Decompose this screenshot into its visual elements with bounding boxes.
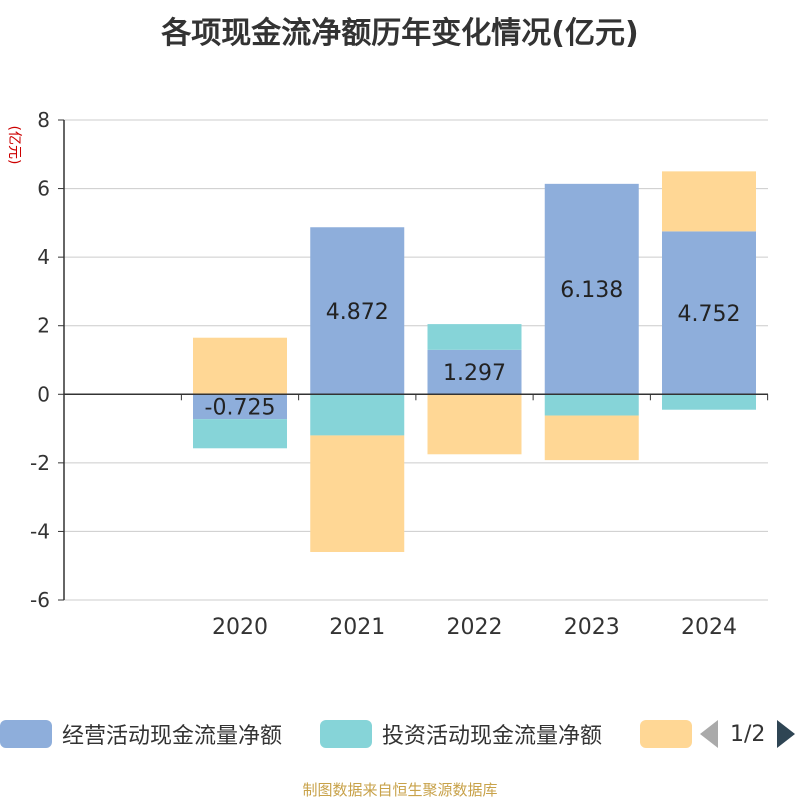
bar-operating-2021 xyxy=(310,227,405,395)
legend-swatch-financing xyxy=(640,720,692,748)
y-tick-label: 4 xyxy=(37,245,50,269)
bar-value-label: 4.872 xyxy=(326,300,389,325)
bar-investing-2022 xyxy=(427,324,522,350)
triangle-left-icon[interactable] xyxy=(700,720,718,748)
legend-label-investing: 投资活动现金流量净额 xyxy=(382,724,603,749)
source-note: 制图数据来自恒生聚源数据库 xyxy=(302,781,498,799)
triangle-right-icon[interactable] xyxy=(777,720,796,748)
y-tick-label: -6 xyxy=(30,588,50,612)
bar-value-label: 1.297 xyxy=(443,361,506,386)
bar-financing-2022 xyxy=(427,394,522,455)
bar-investing-2023 xyxy=(544,394,639,416)
legend-swatch-investing xyxy=(320,720,372,748)
bar-financing-2021 xyxy=(310,435,405,552)
bar-operating-2020 xyxy=(193,394,287,420)
legend-item-financing[interactable] xyxy=(640,718,702,750)
bar-value-label: 4.752 xyxy=(678,302,741,327)
y-tick-label: -4 xyxy=(30,519,50,543)
legend-item-operating[interactable]: 经营活动现金流量净额 xyxy=(0,718,282,750)
y-tick-label: 0 xyxy=(37,382,50,406)
bar-financing-2024 xyxy=(662,171,756,232)
bar-operating-2023 xyxy=(544,183,639,395)
legend-swatch-operating xyxy=(0,720,52,748)
bar-value-label: -0.725 xyxy=(205,396,276,421)
x-tick-label: 2023 xyxy=(564,615,620,640)
bar-operating-2024 xyxy=(662,231,756,395)
bar-investing-2020 xyxy=(193,419,287,449)
y-axis-label: (亿元) xyxy=(6,126,22,165)
x-tick-label: 2024 xyxy=(681,615,737,640)
legend-label-operating: 经营活动现金流量净额 xyxy=(62,724,283,749)
bar-operating-2022 xyxy=(427,349,522,395)
y-tick-label: 6 xyxy=(37,177,50,201)
bar-value-label: 6.138 xyxy=(560,278,623,303)
x-tick-label: 2020 xyxy=(212,615,268,640)
legend-page-indicator: 1/2 xyxy=(730,721,766,747)
legend-pager: 1/2 xyxy=(700,718,796,750)
bar-financing-2020 xyxy=(193,337,287,395)
x-tick-label: 2021 xyxy=(329,615,385,640)
bar-financing-2023 xyxy=(544,415,639,461)
y-tick-label: -2 xyxy=(30,451,50,475)
bar-investing-2021 xyxy=(310,394,405,436)
y-tick-label: 2 xyxy=(37,314,50,338)
y-tick-label: 8 xyxy=(37,108,50,132)
legend-item-investing[interactable]: 投资活动现金流量净额 xyxy=(320,718,602,750)
chart-title: 各项现金流净额历年变化情况(亿元) xyxy=(161,16,639,51)
bar-investing-2024 xyxy=(662,394,756,410)
x-tick-label: 2022 xyxy=(447,615,503,640)
